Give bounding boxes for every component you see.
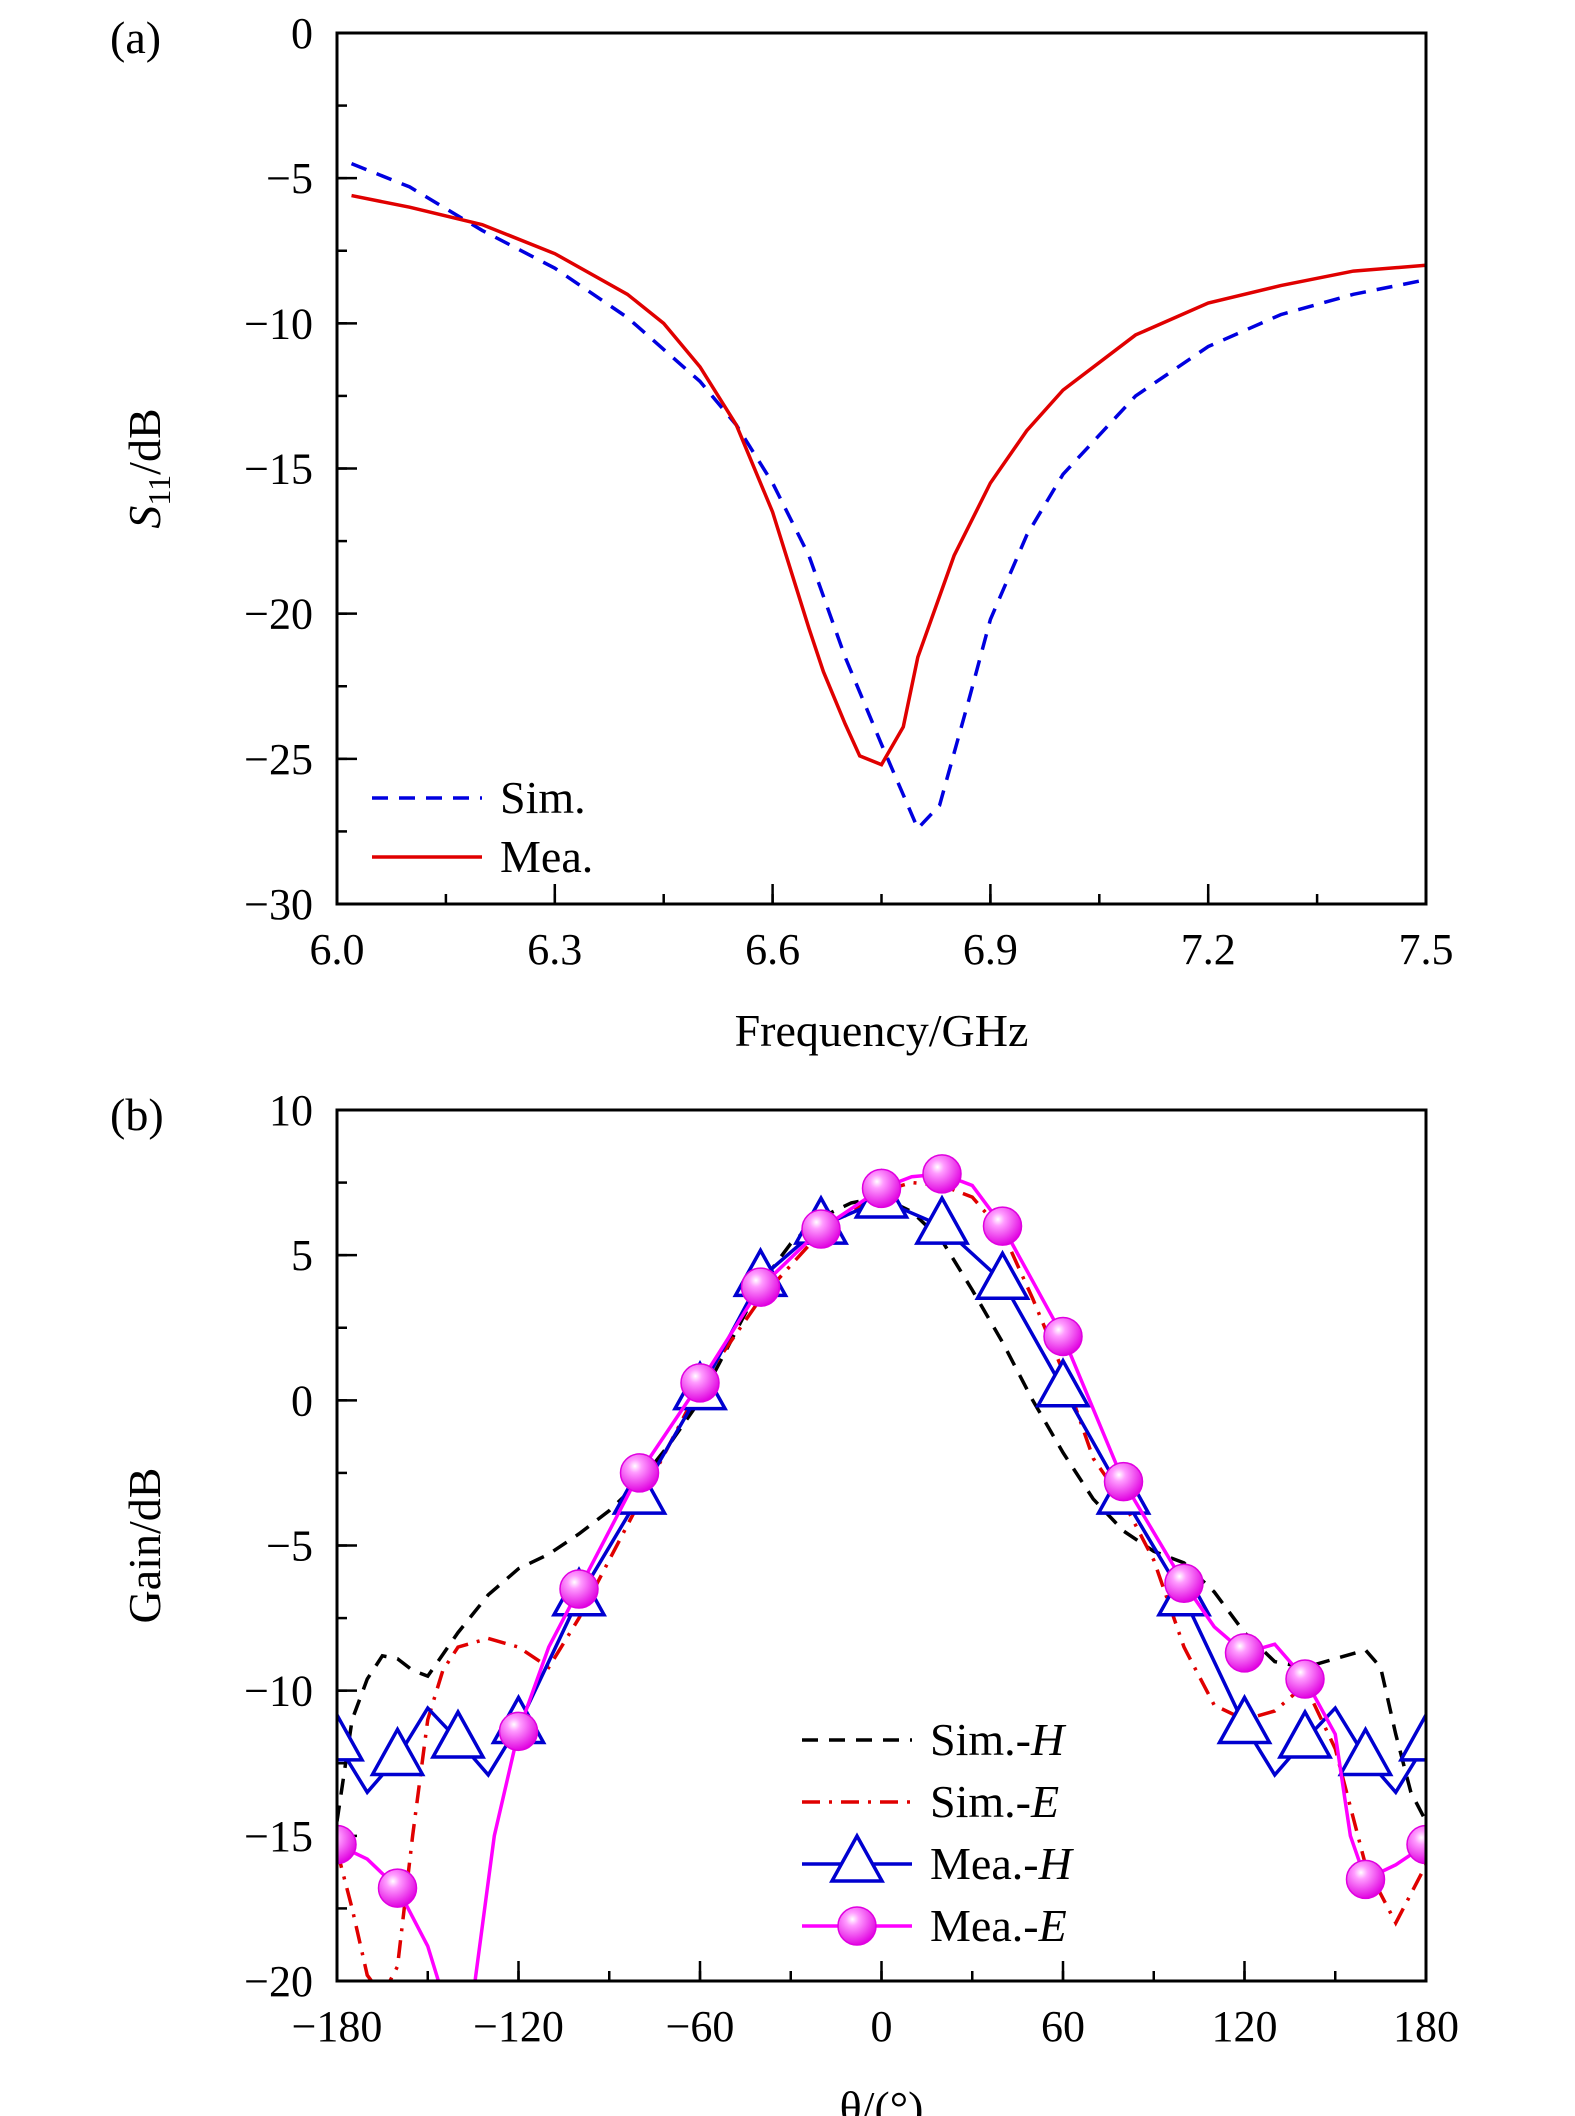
data-point-triangle	[1398, 1711, 1426, 1762]
legend-name-italic: H	[1030, 1714, 1067, 1765]
y-axis-label: Gain/dB	[119, 1468, 170, 1624]
series-line-0	[350, 162, 1426, 832]
y-axis-label: S11/dB	[119, 408, 177, 528]
data-point-sphere	[1406, 1824, 1426, 1865]
data-point-triangle	[1277, 1708, 1333, 1759]
legend-label: Sim.-H	[930, 1714, 1067, 1765]
series-line-1	[351, 193, 1426, 767]
data-point-triangle	[1035, 1357, 1091, 1408]
ylabel-main: S	[119, 506, 170, 529]
x-tick-label: −120	[473, 2002, 564, 2051]
x-axis-label: θ/(°)	[840, 2082, 924, 2116]
y-tick-label: 0	[291, 9, 313, 58]
x-tick-label: 6.3	[527, 925, 582, 974]
y-tick-label: 10	[269, 1086, 313, 1135]
data-point-triangle	[1337, 1725, 1394, 1777]
data-point-sphere	[1043, 1316, 1083, 1357]
ylabel-sub: 11	[141, 475, 177, 506]
y-tick-label: −25	[244, 735, 313, 784]
data-point-sphere	[1224, 1633, 1265, 1673]
data-point-sphere	[377, 1868, 418, 1908]
x-tick-label: −180	[292, 2002, 383, 2051]
data-point-sphere	[1103, 1461, 1144, 1502]
y-tick-label: −30	[244, 880, 313, 929]
data-point-sphere	[1345, 1859, 1386, 1900]
legend-label: Mea.-E	[930, 1900, 1067, 1951]
data-point-triangle	[1216, 1693, 1273, 1745]
y-tick-label: −15	[244, 1812, 313, 1861]
data-point-sphere	[1285, 1659, 1325, 1699]
legend-label: Mea.-H	[930, 1838, 1075, 1889]
x-tick-label: 0	[871, 2002, 893, 2051]
data-point-triangle	[974, 1249, 1031, 1301]
series-line-3	[337, 1172, 1426, 1981]
legend-label: Mea.	[500, 831, 593, 882]
y-tick-label: −5	[266, 154, 313, 203]
data-point-sphere	[922, 1154, 962, 1194]
ylabel-unit: /dB	[119, 408, 170, 474]
y-tick-label: −10	[244, 1667, 313, 1716]
panel-label: (b)	[110, 1089, 164, 1140]
data-point-sphere	[680, 1363, 720, 1403]
x-tick-label: 60	[1041, 2002, 1085, 2051]
legend-name: Mea.-	[930, 1838, 1039, 1889]
legend-marker-triangle	[829, 1832, 885, 1883]
series-line-1	[337, 1180, 1426, 1981]
legend-name: Sim.	[500, 772, 586, 823]
legend-name-italic: E	[1030, 1776, 1059, 1827]
legend-name-italic: H	[1038, 1838, 1075, 1889]
chart-a: 6.0 6.3 6.6 6.9 7.2 7.5 0 −5 −10 −15 −20 −25 −30 (a) F…	[110, 9, 1454, 1056]
series-line-2	[337, 1198, 1426, 1796]
y-tick-label: 5	[291, 1231, 313, 1280]
x-tick-label: 6.6	[745, 925, 800, 974]
data-point-triangle	[430, 1708, 486, 1759]
x-tick-label: 7.5	[1399, 925, 1454, 974]
y-tick-label: 0	[291, 1376, 313, 1425]
data-point-triangle	[337, 1711, 365, 1762]
data-point-sphere	[982, 1206, 1023, 1246]
legend-marker-sphere	[837, 1906, 877, 1946]
x-tick-label: 180	[1393, 2002, 1459, 2051]
legend-name: Sim.-	[930, 1714, 1031, 1765]
chart-b: −180 −120 −60 0 60 120 180 10 5 0 −5 −10 −15 −20 (b) θ/…	[110, 1086, 1459, 2116]
data-point-sphere	[619, 1453, 660, 1493]
y-tick-label: −20	[244, 590, 313, 639]
legend-name: Mea.	[500, 831, 593, 882]
plot-frame	[335, 1108, 1428, 1983]
x-tick-label: 6.9	[963, 925, 1018, 974]
y-tick-label: −20	[244, 1957, 313, 2006]
x-tick-label: 6.0	[310, 925, 365, 974]
data-point-sphere	[740, 1267, 781, 1307]
x-axis-label: Frequency/GHz	[735, 1005, 1029, 1056]
legend-name: Sim.-	[930, 1776, 1031, 1827]
data-point-sphere	[337, 1824, 357, 1865]
panel-label: (a)	[110, 12, 161, 63]
y-tick-label: −15	[244, 445, 313, 494]
plot-frame	[335, 31, 1428, 906]
data-point-sphere	[861, 1168, 902, 1209]
x-tick-label: 7.2	[1181, 925, 1236, 974]
x-tick-label: 120	[1212, 2002, 1278, 2051]
data-point-sphere	[801, 1209, 841, 1249]
data-point-sphere	[498, 1711, 539, 1752]
y-tick-label: −10	[244, 299, 313, 348]
y-tick-label: −5	[266, 1522, 313, 1571]
legend-name: Mea.-	[930, 1900, 1039, 1951]
x-tick-label: −60	[666, 2002, 735, 2051]
plot-area	[350, 162, 1426, 832]
legend-name-italic: E	[1038, 1900, 1067, 1951]
data-point-sphere	[1164, 1563, 1204, 1603]
legend-label: Sim.-E	[930, 1776, 1059, 1827]
data-point-triangle	[914, 1194, 970, 1245]
legend-label: Sim.	[500, 772, 586, 823]
plot-area	[337, 1154, 1426, 1981]
data-point-sphere	[559, 1569, 599, 1609]
data-point-triangle	[369, 1725, 426, 1777]
